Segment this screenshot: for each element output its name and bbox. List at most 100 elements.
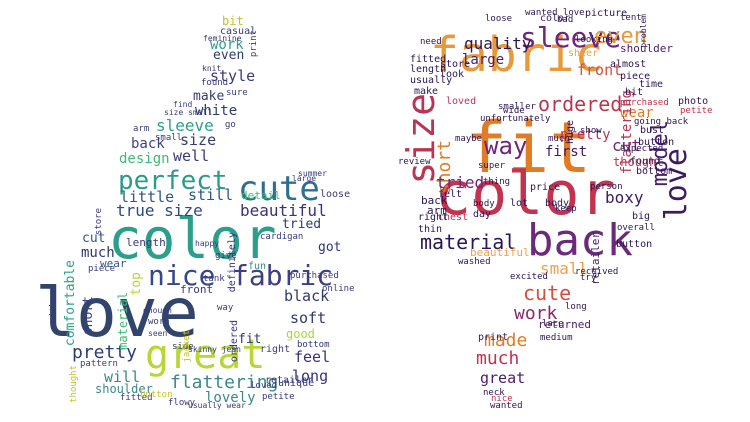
cloud-word: nice	[148, 259, 216, 292]
cloud-word: petite	[262, 392, 295, 402]
cloud-word: super	[478, 161, 506, 171]
cloud-word: maybe	[455, 134, 483, 144]
cloud-word: returned	[538, 318, 591, 331]
cloud-word: material	[420, 230, 517, 254]
cloud-word: picture	[585, 8, 628, 19]
cloud-word: sleeve	[156, 116, 214, 135]
cloud-word: side	[172, 342, 194, 352]
cloud-word: beautiful	[240, 201, 327, 220]
cloud-word: detail	[241, 189, 281, 202]
cloud-word: well	[173, 147, 210, 165]
cloud-word: back	[421, 194, 448, 207]
cloud-word: tent	[620, 13, 642, 23]
cloud-word: need	[420, 37, 442, 47]
cloud-word: fit	[238, 332, 262, 347]
cloud-word: tried	[282, 217, 322, 232]
cloud-word: large	[462, 52, 505, 68]
word-cloud-hand: love color great nice fabric cute perfect beaut…	[35, 14, 355, 410]
cloud-word: fitted	[410, 54, 447, 65]
cloud-word: flowy	[168, 398, 196, 408]
cloud-word: big	[632, 211, 651, 222]
cloud-word: right	[418, 212, 449, 223]
cloud-word: bit	[222, 14, 244, 28]
cloud-word: got	[318, 240, 342, 255]
cloud-word: fabric	[430, 27, 604, 83]
cloud-word: loved	[250, 381, 278, 391]
cloud-word: excited	[510, 272, 548, 282]
cloud-word: short	[81, 296, 96, 336]
cloud-word: feminine	[203, 34, 242, 43]
cloud-word: nice	[491, 394, 513, 404]
cloud-word: great	[145, 332, 266, 378]
cloud-word: skinny jean	[188, 345, 241, 354]
cloud-word: black	[284, 287, 330, 305]
cloud-word: button	[140, 390, 173, 400]
cloud-word: show	[580, 126, 602, 136]
cloud-word: will	[104, 368, 141, 386]
cloud-word: bottom	[636, 166, 673, 177]
cloud-word: wanted love	[525, 8, 585, 18]
cloud-word: loose	[485, 14, 513, 24]
cloud-word: chest	[438, 212, 469, 223]
cloud-word: thin	[418, 224, 443, 235]
cloud-word: time	[639, 79, 664, 90]
cloud-word: much	[81, 245, 115, 261]
cloud-word: loved	[446, 96, 477, 107]
cloud-word: looking	[575, 35, 613, 45]
cloud-word: work	[210, 37, 244, 53]
cloud-word: found	[201, 78, 229, 88]
cloud-word: length	[410, 64, 447, 75]
cloud-word: casual	[220, 26, 257, 37]
cloud-word: thought	[69, 365, 79, 403]
cloud-word: unfortunately	[480, 114, 551, 124]
cloud-word: ordered	[538, 92, 623, 116]
cloud-word: try	[580, 273, 597, 283]
cloud-word: sure	[226, 88, 248, 98]
cloud-word: long	[565, 302, 587, 312]
cloud-word: material	[116, 292, 130, 350]
cloud-word: review	[398, 157, 431, 167]
cloud-word: pattern	[80, 359, 118, 369]
cloud-word: seen	[148, 329, 168, 338]
cloud-word: definitely	[227, 232, 238, 293]
cloud-word: sleeve	[520, 21, 622, 54]
cloud-word: price	[530, 182, 561, 193]
cloud-word: almost	[610, 59, 647, 70]
cloud-word: make	[193, 89, 225, 104]
cloud-word: beautiful	[470, 246, 530, 259]
cloud-word: button	[638, 137, 675, 148]
cloud-word: found	[630, 156, 661, 167]
cloud-word: sheer	[568, 48, 599, 59]
cloud-word: lot	[510, 198, 529, 209]
cloud-word: even	[213, 48, 245, 63]
cloud-word: cute	[523, 281, 572, 305]
cloud-word: quality	[464, 34, 532, 53]
cloud-word: long	[292, 367, 329, 385]
cloud-word: thought	[613, 155, 664, 169]
cloud-word: color	[435, 159, 616, 229]
cloud-word: fitted	[120, 393, 153, 403]
cloud-word: soft	[290, 309, 327, 327]
cloud-word: usually	[410, 75, 453, 86]
cloud-word: washed	[458, 257, 491, 267]
cloud-word: expected	[620, 144, 664, 154]
cloud-word: arm	[427, 204, 447, 217]
cloud-word: front	[577, 61, 623, 79]
cloud-word: problem	[639, 14, 648, 48]
cloud-word: work	[514, 303, 558, 324]
cloud-word: online	[322, 284, 355, 294]
cloud-word: ordered	[229, 320, 240, 363]
cloud-word: large	[292, 174, 317, 183]
cloud-word: piece	[620, 71, 651, 82]
cloud-word: received	[575, 267, 619, 277]
cloud-word: store	[94, 208, 104, 236]
cloud-word: knit	[202, 64, 222, 73]
cloud-word: piece	[88, 264, 116, 274]
cloud-word: day	[473, 209, 492, 220]
cloud-word: great	[480, 369, 526, 387]
cloud-word: feel	[294, 348, 331, 366]
cloud-word: bottom	[297, 340, 330, 350]
cloud-word: true size	[116, 201, 203, 220]
cloud-word: made	[484, 330, 528, 351]
cloud-word: store	[440, 59, 471, 70]
